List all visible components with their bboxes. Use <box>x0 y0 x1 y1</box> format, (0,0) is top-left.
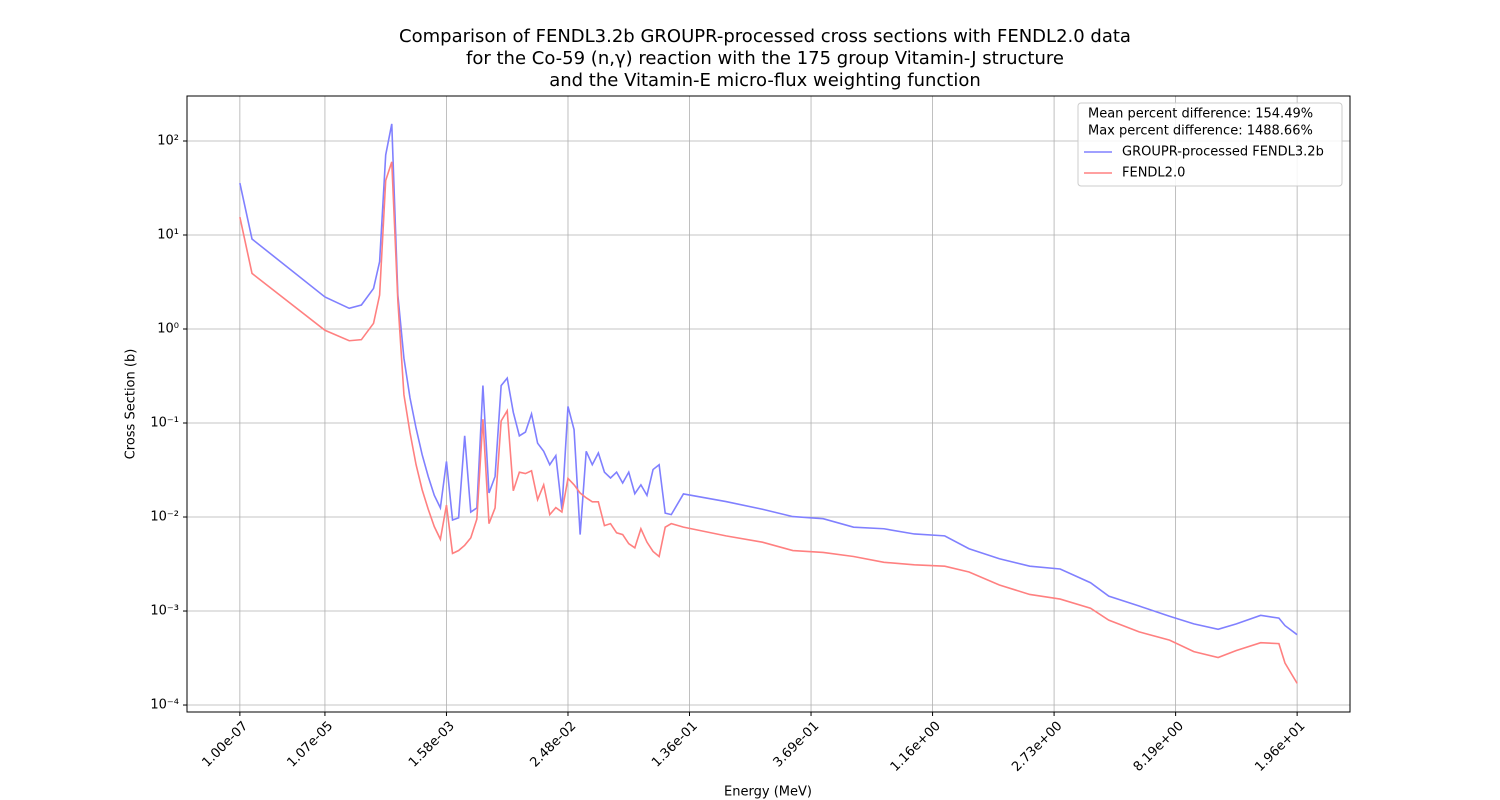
y-tick-label: 10⁻³ <box>150 604 179 619</box>
legend-label: FENDL2.0 <box>1122 166 1185 181</box>
plot-frame <box>186 95 1351 713</box>
annotation: Mean percent difference: 154.49% <box>1088 107 1313 122</box>
legend-label: GROUPR-processed FENDL3.2b <box>1122 145 1324 160</box>
data-line <box>239 161 1298 684</box>
annotation: Max percent difference: 1488.66% <box>1088 124 1313 139</box>
y-tick-label: 10⁻¹ <box>150 416 179 431</box>
y-tick-label: 10⁻⁴ <box>150 698 179 713</box>
y-tick-label: 10⁻² <box>150 510 179 525</box>
x-axis-label: Energy (MeV) <box>724 785 812 800</box>
chart-title: for the Co-59 (n,γ) reaction with the 17… <box>466 48 1064 69</box>
legend-box <box>1077 102 1343 187</box>
y-tick-label: 10⁰ <box>157 322 179 337</box>
y-tick-label: 10¹ <box>157 227 179 242</box>
chart-title: Comparison of FENDL3.2b GROUPR-processed… <box>399 26 1131 47</box>
y-tick-label: 10² <box>157 133 179 148</box>
chart-title: and the Vitamin-E micro-flux weighting f… <box>549 70 981 91</box>
data-line <box>239 123 1298 636</box>
y-axis-label: Cross Section (b) <box>124 349 139 460</box>
